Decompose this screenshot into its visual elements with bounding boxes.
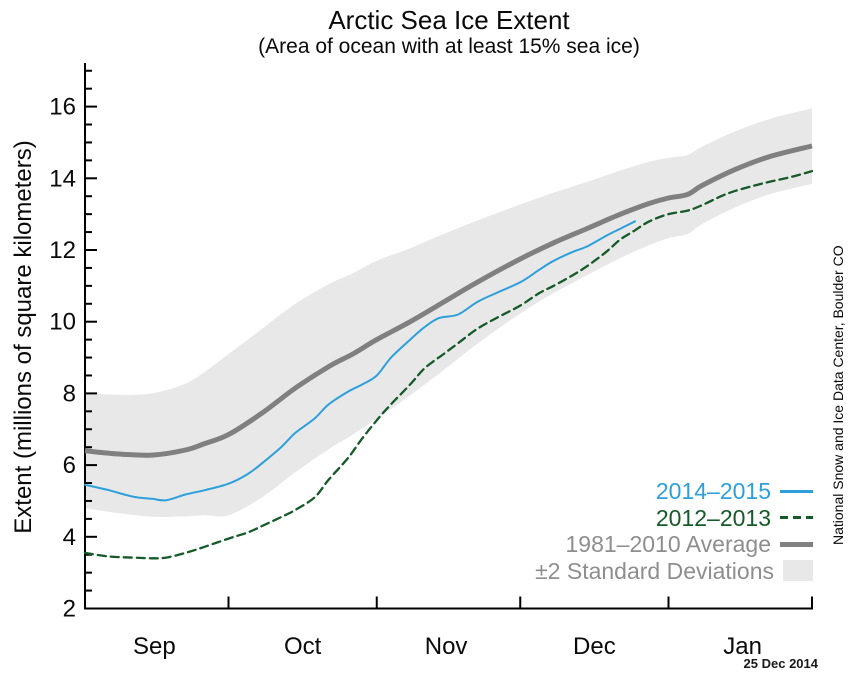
chart-title: Arctic Sea Ice Extent: [328, 5, 570, 35]
y-tick-label: 14: [49, 165, 76, 192]
chart-legend: 2014–2015 2012–2013 1981–2010 Average ±2 St…: [535, 478, 813, 584]
chart-header: Arctic Sea Ice Extent (Area of ocean wit…: [85, 5, 813, 59]
x-month-label: Oct: [284, 633, 322, 660]
legend-swatch-box: [783, 560, 813, 582]
legend-label: 2012–2013: [655, 504, 771, 531]
date-stamp: 25 Dec 2014: [743, 656, 818, 671]
y-tick-label: 8: [63, 380, 76, 407]
y-tick-label: 6: [63, 452, 76, 479]
y-tick-label: 12: [49, 237, 76, 264]
legend-label: ±2 Standard Deviations: [535, 557, 774, 584]
y-tick-label: 16: [49, 94, 76, 121]
series-line-2014-2015: [84, 220, 636, 502]
legend-item-dashed-line: 2012–2013: [535, 505, 813, 532]
legend-swatch-thick-line: [780, 541, 813, 547]
legend-label: 1981–2010 Average: [565, 531, 772, 558]
y-tick-label: 4: [63, 524, 76, 551]
average-line: [84, 143, 813, 458]
x-month-label: Dec: [573, 633, 616, 660]
series-line-2012-2013: [83, 169, 814, 560]
x-month-label: Nov: [425, 633, 468, 660]
legend-swatch-dashed-line: [780, 516, 813, 520]
legend-label: 2014–2015: [655, 478, 771, 505]
y-tick-label: 10: [49, 309, 76, 336]
legend-item-solid-line: 2014–2015: [535, 478, 813, 505]
legend-item-box: ±2 Standard Deviations: [535, 558, 813, 585]
y-tick-label: 2: [63, 596, 76, 623]
legend-item-thick-line: 1981–2010 Average: [535, 531, 813, 558]
x-month-label: Sep: [133, 633, 176, 660]
x-month-label: Jan: [723, 633, 762, 660]
legend-swatch-solid-line: [780, 489, 813, 493]
chart-subtitle: (Area of ocean with at least 15% sea ice…: [258, 35, 640, 59]
std-deviation-band: [85, 108, 812, 517]
data-center-credit: National Snow and Ice Data Center, Bould…: [830, 245, 846, 545]
